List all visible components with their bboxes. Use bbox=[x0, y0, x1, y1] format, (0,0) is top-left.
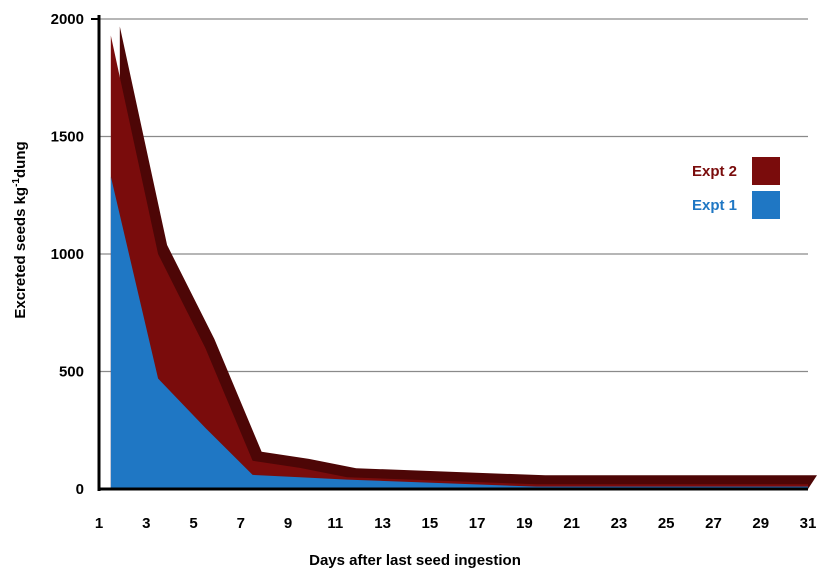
x-tick-label-15: 15 bbox=[422, 515, 439, 532]
x-tick-labels: 1 3 5 7 9 11 13 15 17 19 21 23 25 27 29 31 bbox=[95, 515, 817, 532]
x-tick-label-13: 13 bbox=[374, 515, 391, 532]
area-expt-1 bbox=[110, 176, 809, 489]
y-axis-title-main: Excreted seeds kg bbox=[12, 187, 29, 319]
x-tick-label-27: 27 bbox=[705, 515, 722, 532]
y-tick-labels: 0 500 1000 1500 2000 bbox=[51, 11, 84, 498]
y-axis-title-superscript: -1 bbox=[11, 178, 22, 187]
axes bbox=[91, 15, 808, 491]
legend: Expt 2 Expt 1 bbox=[692, 157, 780, 219]
x-tick-label-3: 3 bbox=[142, 515, 150, 532]
x-tick-label-7: 7 bbox=[237, 515, 245, 532]
grid-lines bbox=[99, 18, 808, 373]
x-tick-label-29: 29 bbox=[752, 515, 769, 532]
legend-swatch-expt-1 bbox=[752, 191, 780, 219]
x-axis-title: Days after last seed ingestion bbox=[309, 552, 521, 569]
x-tick-label-17: 17 bbox=[469, 515, 486, 532]
y-tick-label-1000: 1000 bbox=[51, 246, 84, 263]
x-tick-label-25: 25 bbox=[658, 515, 675, 532]
y-tick-label-500: 500 bbox=[59, 364, 84, 381]
x-tick-label-5: 5 bbox=[189, 515, 197, 532]
legend-label-expt-1: Expt 1 bbox=[692, 197, 737, 214]
x-tick-label-9: 9 bbox=[284, 515, 292, 532]
y-tick-label-2000: 2000 bbox=[51, 11, 84, 28]
y-tick-label-0: 0 bbox=[76, 481, 84, 498]
x-tick-label-21: 21 bbox=[563, 515, 580, 532]
legend-swatch-expt-2 bbox=[752, 157, 780, 185]
y-tick-label-1500: 1500 bbox=[51, 129, 84, 146]
chart-areas bbox=[110, 26, 818, 489]
x-tick-label-11: 11 bbox=[327, 515, 343, 532]
area-expt-2 bbox=[110, 35, 809, 489]
x-tick-label-23: 23 bbox=[611, 515, 628, 532]
y-axis-title-tail: dung bbox=[12, 141, 29, 178]
y-axis-title: Excreted seeds kg-1dung bbox=[11, 141, 29, 318]
legend-label-expt-2: Expt 2 bbox=[692, 163, 737, 180]
x-tick-label-1: 1 bbox=[95, 515, 103, 532]
x-tick-label-19: 19 bbox=[516, 515, 533, 532]
x-tick-label-31: 31 bbox=[800, 515, 817, 532]
